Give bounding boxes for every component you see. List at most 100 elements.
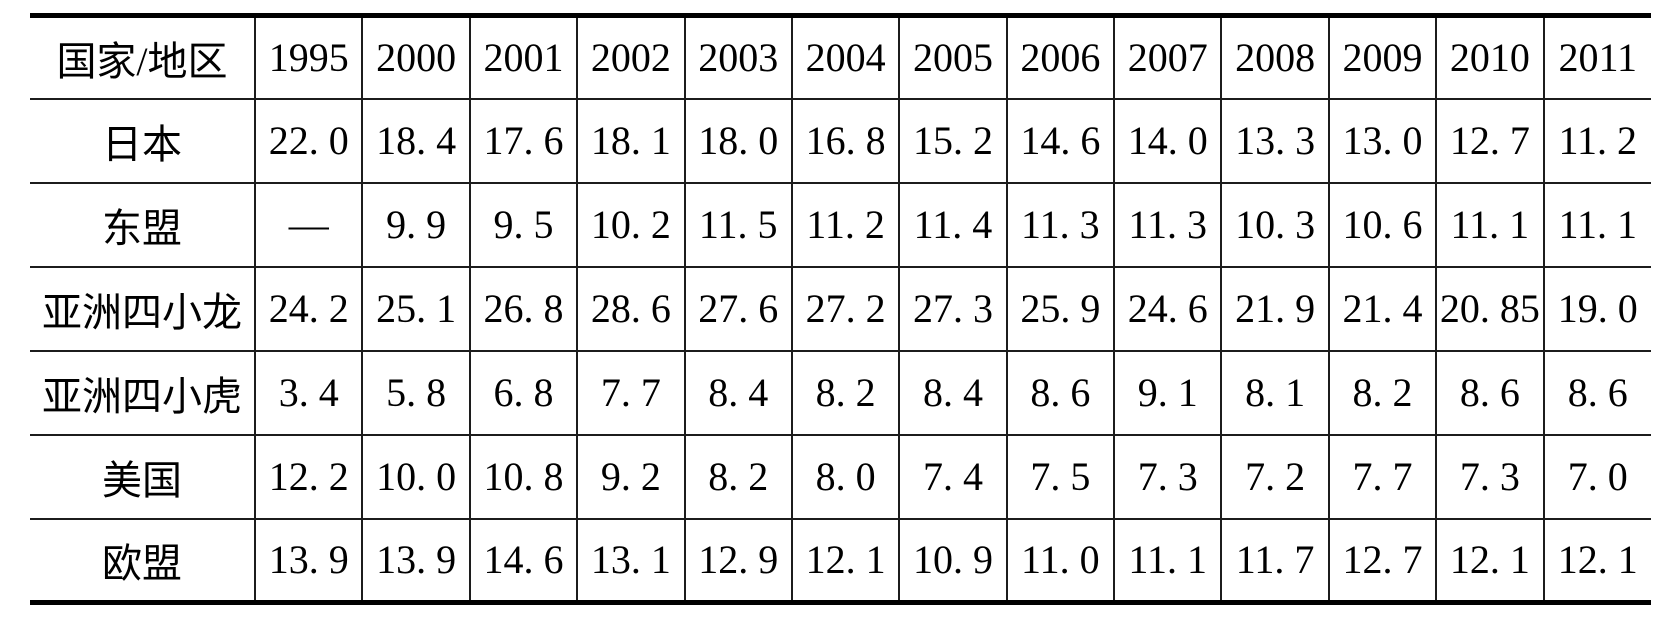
statistics-table: 国家/地区 1995 2000 2001 2002 2003 2004 2005 2006 200… xyxy=(30,13,1651,605)
table-cell: 8. 2 xyxy=(683,433,793,520)
table-cell: 20. 85 xyxy=(1435,265,1545,352)
table-cell: 14. 0 xyxy=(1112,97,1223,184)
table-cell: 11. 1 xyxy=(1112,517,1223,604)
table-cell: 7. 2 xyxy=(1220,433,1330,520)
table-cell: 24. 6 xyxy=(1112,265,1223,352)
row-label: 美国 xyxy=(30,433,256,520)
header-cell-corner: 国家/地区 xyxy=(30,14,256,100)
table-cell: 26. 8 xyxy=(468,265,579,352)
table-cell: 8. 0 xyxy=(790,433,901,520)
table-row: 日本 22. 0 18. 4 17. 6 18. 1 18. 0 16. 8 15. 2 14.… xyxy=(30,97,1651,184)
table-cell: 8. 6 xyxy=(1435,349,1545,436)
table-row: 美国 12. 2 10. 0 10. 8 9. 2 8. 2 8. 0 7. 4 7. 5 7. … xyxy=(30,433,1651,520)
table-cell: 25. 9 xyxy=(1005,265,1116,352)
table-cell: 12. 1 xyxy=(1435,517,1545,604)
row-label: 亚洲四小龙 xyxy=(30,265,256,352)
table-cell: 27. 6 xyxy=(683,265,793,352)
table-cell: 12. 7 xyxy=(1327,517,1438,604)
table-cell: 18. 0 xyxy=(683,97,793,184)
table-cell: 11. 0 xyxy=(1005,517,1116,604)
table-cell: 14. 6 xyxy=(468,517,579,604)
table-cell: 11. 2 xyxy=(1542,97,1651,184)
table-cell: 9. 2 xyxy=(576,433,686,520)
table-cell: — xyxy=(253,181,364,268)
table-cell: 10. 8 xyxy=(468,433,579,520)
table-cell: 10. 2 xyxy=(576,181,686,268)
table-cell: 18. 4 xyxy=(361,97,471,184)
table-cell: 7. 5 xyxy=(1005,433,1116,520)
table-cell: 13. 3 xyxy=(1220,97,1330,184)
table-cell: 9. 9 xyxy=(361,181,471,268)
statistics-table-container: 国家/地区 1995 2000 2001 2002 2003 2004 2005 2006 200… xyxy=(30,13,1651,605)
table-cell: 7. 4 xyxy=(898,433,1008,520)
table-cell: 16. 8 xyxy=(790,97,901,184)
table-cell: 10. 6 xyxy=(1327,181,1438,268)
table-cell: 7. 3 xyxy=(1435,433,1545,520)
table-cell: 11. 3 xyxy=(1005,181,1116,268)
table-cell: 11. 1 xyxy=(1435,181,1545,268)
header-cell-year: 2004 xyxy=(790,14,901,100)
table-cell: 7. 0 xyxy=(1542,433,1651,520)
table-cell: 28. 6 xyxy=(576,265,686,352)
table-cell: 15. 2 xyxy=(898,97,1008,184)
table-cell: 8. 6 xyxy=(1005,349,1116,436)
header-row: 国家/地区 1995 2000 2001 2002 2003 2004 2005 2006 200… xyxy=(30,14,1651,100)
row-label: 东盟 xyxy=(30,181,256,268)
header-cell-year: 2001 xyxy=(468,14,579,100)
row-label: 亚洲四小虎 xyxy=(30,349,256,436)
row-label: 日本 xyxy=(30,97,256,184)
table-cell: 24. 2 xyxy=(253,265,364,352)
header-cell-year: 2002 xyxy=(576,14,686,100)
table-cell: 6. 8 xyxy=(468,349,579,436)
table-cell: 13. 9 xyxy=(361,517,471,604)
table-cell: 8. 4 xyxy=(683,349,793,436)
table-cell: 27. 2 xyxy=(790,265,901,352)
table-cell: 8. 1 xyxy=(1220,349,1330,436)
table-head: 国家/地区 1995 2000 2001 2002 2003 2004 2005 2006 200… xyxy=(30,14,1651,100)
header-cell-year: 2003 xyxy=(683,14,793,100)
table-cell: 9. 5 xyxy=(468,181,579,268)
table-cell: 8. 6 xyxy=(1542,349,1651,436)
table-cell: 10. 3 xyxy=(1220,181,1330,268)
header-cell-year: 2011 xyxy=(1542,14,1651,100)
table-cell: 8. 4 xyxy=(898,349,1008,436)
table-cell: 21. 9 xyxy=(1220,265,1330,352)
table-cell: 19. 0 xyxy=(1542,265,1651,352)
table-cell: 12. 1 xyxy=(790,517,901,604)
header-cell-year: 2009 xyxy=(1327,14,1438,100)
header-cell-year: 2000 xyxy=(361,14,471,100)
table-cell: 10. 0 xyxy=(361,433,471,520)
table-cell: 11. 1 xyxy=(1542,181,1651,268)
table-cell: 9. 1 xyxy=(1112,349,1223,436)
table-cell: 17. 6 xyxy=(468,97,579,184)
header-cell-year: 1995 xyxy=(253,14,364,100)
table-cell: 10. 9 xyxy=(898,517,1008,604)
table-cell: 22. 0 xyxy=(253,97,364,184)
header-cell-year: 2005 xyxy=(898,14,1008,100)
row-label: 欧盟 xyxy=(30,517,256,604)
table-cell: 12. 9 xyxy=(683,517,793,604)
table-cell: 12. 7 xyxy=(1435,97,1545,184)
table-cell: 11. 5 xyxy=(683,181,793,268)
table-cell: 11. 7 xyxy=(1220,517,1330,604)
header-cell-year: 2010 xyxy=(1435,14,1545,100)
table-cell: 8. 2 xyxy=(790,349,901,436)
header-cell-year: 2006 xyxy=(1005,14,1116,100)
table-cell: 12. 2 xyxy=(253,433,364,520)
table-cell: 21. 4 xyxy=(1327,265,1438,352)
table-cell: 7. 3 xyxy=(1112,433,1223,520)
table-cell: 11. 2 xyxy=(790,181,901,268)
table-cell: 13. 1 xyxy=(576,517,686,604)
table-cell: 11. 4 xyxy=(898,181,1008,268)
table-cell: 14. 6 xyxy=(1005,97,1116,184)
table-cell: 13. 9 xyxy=(253,517,364,604)
table-cell: 18. 1 xyxy=(576,97,686,184)
table-cell: 7. 7 xyxy=(1327,433,1438,520)
header-cell-year: 2008 xyxy=(1220,14,1330,100)
table-cell: 5. 8 xyxy=(361,349,471,436)
table-cell: 25. 1 xyxy=(361,265,471,352)
table-cell: 11. 3 xyxy=(1112,181,1223,268)
header-cell-year: 2007 xyxy=(1112,14,1223,100)
table-cell: 3. 4 xyxy=(253,349,364,436)
table-cell: 8. 2 xyxy=(1327,349,1438,436)
